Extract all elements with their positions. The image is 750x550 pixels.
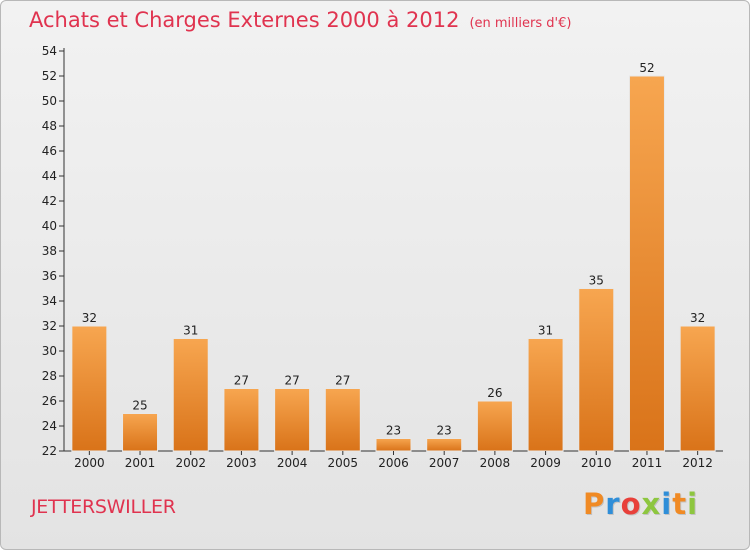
data-label: 32 (82, 311, 97, 325)
data-label: 23 (437, 424, 452, 438)
chart-title: Achats et Charges Externes 2000 à 2012 (e… (29, 8, 571, 32)
y-tick-label: 22 (42, 444, 57, 458)
x-tick-label: 2010 (581, 456, 612, 470)
x-tick-label: 2005 (328, 456, 359, 470)
data-label: 31 (538, 324, 553, 338)
y-tick-label: 24 (42, 419, 57, 433)
logo-letter: o (620, 487, 642, 521)
x-tick-label: 2009 (530, 456, 561, 470)
y-tick-label: 38 (42, 244, 57, 258)
bar-2004 (274, 388, 311, 452)
data-label: 23 (386, 424, 401, 438)
data-label: 27 (234, 374, 249, 388)
y-tick-label: 46 (42, 144, 57, 158)
y-tick-label: 48 (42, 119, 57, 133)
logo-letter: r (605, 487, 621, 521)
data-label: 31 (183, 324, 198, 338)
data-label: 26 (487, 386, 502, 400)
data-label: 32 (690, 311, 705, 325)
bar-2002 (172, 338, 209, 452)
x-tick-label: 2002 (175, 456, 206, 470)
y-tick-label: 40 (42, 219, 57, 233)
x-tick-label: 2008 (480, 456, 511, 470)
bar-2000 (71, 325, 108, 452)
y-tick-label: 28 (42, 369, 57, 383)
chart-title-text: Achats et Charges Externes 2000 à 2012 (29, 8, 460, 32)
data-label: 25 (132, 399, 147, 413)
x-tick-label: 2012 (682, 456, 713, 470)
bar-2006 (375, 438, 412, 452)
bar-2008 (476, 400, 513, 452)
y-tick-label: 44 (42, 169, 57, 183)
bar-2009 (527, 338, 564, 452)
x-tick-label: 2011 (632, 456, 663, 470)
y-tick-label: 52 (42, 69, 57, 83)
y-tick-label: 36 (42, 269, 57, 283)
bar-2007 (426, 438, 463, 452)
y-tick-label: 54 (42, 44, 57, 58)
proxiti-logo: Proxiti (583, 487, 698, 521)
y-tick-label: 30 (42, 344, 57, 358)
x-tick-label: 2000 (74, 456, 105, 470)
chart-unit: (en milliers d'€) (469, 16, 572, 31)
x-tick-label: 2003 (226, 456, 257, 470)
data-label: 27 (284, 374, 299, 388)
logo-letter: x (641, 487, 662, 521)
x-tick-label: 2006 (378, 456, 409, 470)
bar-2003 (223, 388, 260, 452)
logo-letter: i (687, 487, 699, 521)
y-tick-label: 42 (42, 194, 57, 208)
logo-letter: P (583, 487, 606, 521)
x-tick-label: 2001 (125, 456, 156, 470)
bar-2001 (122, 413, 159, 452)
y-tick-label: 50 (42, 94, 57, 108)
data-label: 52 (639, 61, 654, 75)
logo-letter: i (661, 487, 673, 521)
bar-2011 (628, 75, 665, 452)
y-tick-label: 34 (42, 294, 57, 308)
data-label: 27 (335, 374, 350, 388)
bar-2005 (324, 388, 361, 452)
bar-2010 (578, 288, 615, 452)
commune-name: JETTERSWILLER (31, 496, 176, 518)
x-tick-label: 2004 (277, 456, 308, 470)
y-tick-label: 26 (42, 394, 57, 408)
data-label: 35 (589, 274, 604, 288)
bar-2012 (679, 325, 716, 452)
y-tick-label: 32 (42, 319, 57, 333)
logo-letter: t (672, 487, 688, 521)
x-tick-label: 2007 (429, 456, 460, 470)
